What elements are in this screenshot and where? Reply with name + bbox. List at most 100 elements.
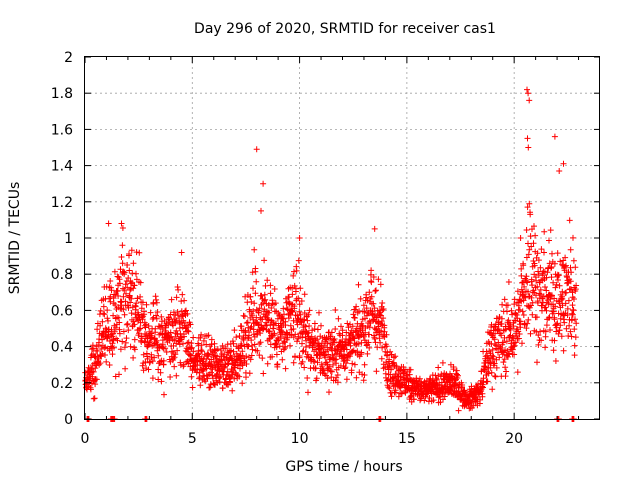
data-point [534,250,541,257]
data-point [168,348,175,355]
data-point [116,330,123,337]
data-point [256,305,263,312]
data-point [116,319,123,326]
data-point [568,317,575,324]
data-point [564,312,571,318]
data-point [131,321,138,328]
data-point [487,359,494,366]
data-point [122,339,129,346]
data-point [339,332,346,339]
data-point [544,269,551,276]
data-point [281,311,287,318]
data-point [526,200,533,207]
data-point [495,349,501,356]
data-point [121,287,128,294]
data-point [251,341,258,348]
data-point [131,346,138,353]
data-point [480,379,487,386]
data-point [239,362,246,369]
data-point [538,246,545,253]
data-point [295,333,302,340]
data-point [123,321,130,328]
data-point [381,322,388,329]
x-tick-label: 15 [398,431,416,447]
data-point [304,375,311,381]
data-point [380,306,387,312]
data-point [251,246,258,253]
data-point [112,291,119,298]
data-point [305,389,311,396]
data-point [253,278,260,285]
data-point [133,300,140,307]
data-point [185,328,192,335]
data-point [237,365,243,372]
data-point [250,285,256,292]
peak-point [517,235,524,241]
data-point [543,307,550,314]
axis-ticks: 0 5 10 15 20 0 0.2 0.4 0.6 0.8 1 1.2 1.4 1.6 1.8 2 [51,50,600,447]
data-point [291,268,297,275]
data-point [542,284,548,290]
data-point [531,262,538,269]
data-point [182,320,188,326]
x-tick-label: 20 [505,431,523,447]
data-point [173,327,180,334]
data-point [236,333,243,339]
data-point [548,274,555,281]
data-point [314,336,321,343]
data-point [572,334,579,341]
data-point [97,360,104,367]
data-point [542,304,549,311]
data-point [197,382,204,389]
data-point [198,331,205,338]
data-point [180,340,186,347]
data-point [259,316,266,323]
data-point [571,352,578,359]
data-point [296,301,303,308]
data-point [347,337,354,344]
data-point [229,387,236,394]
data-point [248,352,255,359]
data-point [230,348,237,355]
data-point [504,302,511,309]
data-point [257,339,264,346]
data-point [207,384,214,391]
data-point [363,305,370,312]
data-point [255,309,262,316]
data-point [116,371,122,378]
x-tick-label: 0 [81,431,90,447]
y-tick-label: 1 [64,231,73,247]
data-point [112,373,119,380]
data-point [542,333,549,340]
data-point [512,310,519,317]
data-point [158,313,165,320]
data-point [236,373,243,380]
data-point [244,319,251,326]
data-point [557,258,564,265]
data-point [167,374,174,380]
data-point [500,339,507,346]
data-point [355,340,362,347]
data-point [107,278,114,284]
data-point [435,364,442,371]
data-point [567,278,574,285]
y-tick-label: 0.6 [51,303,73,319]
data-point [172,312,179,319]
data-point [122,365,129,372]
data-point [127,287,133,293]
data-point [173,372,180,379]
data-point [208,336,215,343]
data-point [543,287,550,294]
data-point [121,344,128,351]
data-point [533,277,540,284]
data-point [128,247,135,254]
data-point [392,389,399,396]
data-point [534,299,541,306]
data-point [523,325,530,332]
data-point [265,328,272,334]
data-point [331,336,338,342]
peak-point [524,86,530,93]
data-point [153,315,160,322]
data-point [135,311,142,318]
